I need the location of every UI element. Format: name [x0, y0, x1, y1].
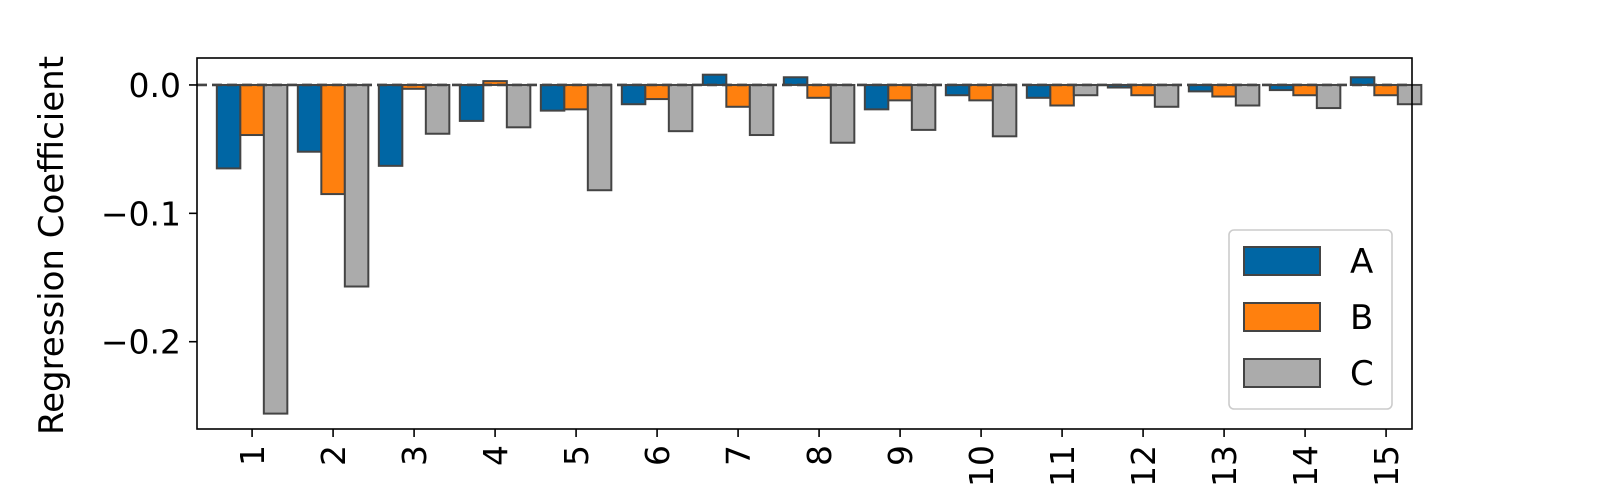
bar-C-2	[343, 83, 370, 288]
bar-B-13	[1211, 83, 1237, 98]
legend-label-C: C	[1350, 354, 1374, 394]
bar-C-10	[991, 83, 1018, 138]
x-axis: 1 2 3 4 5 6 7 8 9 10 11 12 13 14 15	[233, 429, 1406, 487]
legend-label-B: B	[1350, 298, 1373, 338]
bar-C-13	[1234, 83, 1261, 107]
bar-B-10	[968, 83, 994, 102]
x-tick-label: 9	[881, 445, 920, 466]
bar-C-1	[262, 83, 289, 415]
bar-C-6	[667, 83, 694, 133]
y-tick-label: −0.2	[101, 323, 181, 362]
bar-C-4	[505, 83, 532, 129]
bar-C-15	[1396, 83, 1423, 106]
bar-A-7	[701, 73, 728, 86]
bar-B-7	[725, 83, 751, 108]
bar-A-8	[782, 76, 809, 86]
bar-B-11	[1049, 83, 1075, 107]
bar-B-5	[563, 83, 589, 111]
legend-swatch-A	[1243, 246, 1321, 276]
bars-layer	[215, 73, 1423, 415]
y-axis: 0.0 −0.1 −0.2	[101, 66, 197, 362]
bar-C-9	[910, 83, 937, 131]
bar-C-11	[1072, 83, 1099, 97]
bar-A-3	[377, 83, 404, 167]
legend-swatch-B	[1243, 302, 1321, 332]
bar-B-9	[887, 83, 913, 102]
bar-B-1	[239, 83, 265, 137]
bar-A-5	[539, 83, 566, 112]
bar-A-6	[620, 83, 647, 106]
bar-B-12	[1130, 83, 1156, 97]
bar-B-15	[1373, 83, 1399, 97]
bar-A-1	[215, 83, 242, 170]
x-tick-label: 8	[800, 445, 839, 466]
x-tick-label: 13	[1205, 445, 1244, 487]
bar-B-4	[482, 80, 508, 86]
bar-A-11	[1025, 83, 1052, 99]
x-tick-label: 5	[557, 445, 596, 466]
bar-B-6	[644, 83, 670, 101]
x-tick-label: 6	[638, 445, 677, 466]
bar-C-12	[1153, 83, 1180, 108]
bar-C-14	[1315, 83, 1342, 110]
bar-B-8	[806, 83, 832, 99]
bar-C-5	[586, 83, 613, 192]
bar-C-8	[829, 83, 856, 144]
y-axis-label: Regression Coefficient	[32, 56, 72, 435]
bar-A-10	[944, 83, 971, 97]
x-tick-label: 11	[1043, 445, 1082, 487]
bar-A-15	[1349, 76, 1376, 86]
x-tick-label: 7	[719, 445, 758, 466]
x-tick-label: 3	[395, 445, 434, 466]
y-tick-label: −0.1	[101, 194, 181, 233]
bar-A-4	[458, 83, 485, 122]
bar-C-3	[424, 83, 451, 135]
legend: ABC	[1228, 229, 1393, 410]
x-tick-label: 14	[1286, 445, 1325, 487]
bar-A-9	[863, 83, 890, 111]
legend-swatch-C	[1243, 358, 1321, 388]
x-tick-label: 15	[1367, 445, 1406, 487]
x-tick-label: 1	[233, 445, 272, 466]
bar-B-2	[320, 83, 346, 196]
x-tick-label: 10	[962, 445, 1001, 487]
x-tick-label: 4	[476, 445, 515, 466]
bar-A-2	[296, 83, 323, 153]
bar-B-14	[1292, 83, 1318, 97]
x-tick-label: 2	[314, 445, 353, 466]
y-tick-label: 0.0	[129, 66, 181, 105]
legend-label-A: A	[1350, 242, 1373, 282]
plot-frame	[196, 57, 1413, 430]
x-tick-label: 12	[1124, 445, 1163, 487]
bar-C-7	[748, 83, 775, 137]
